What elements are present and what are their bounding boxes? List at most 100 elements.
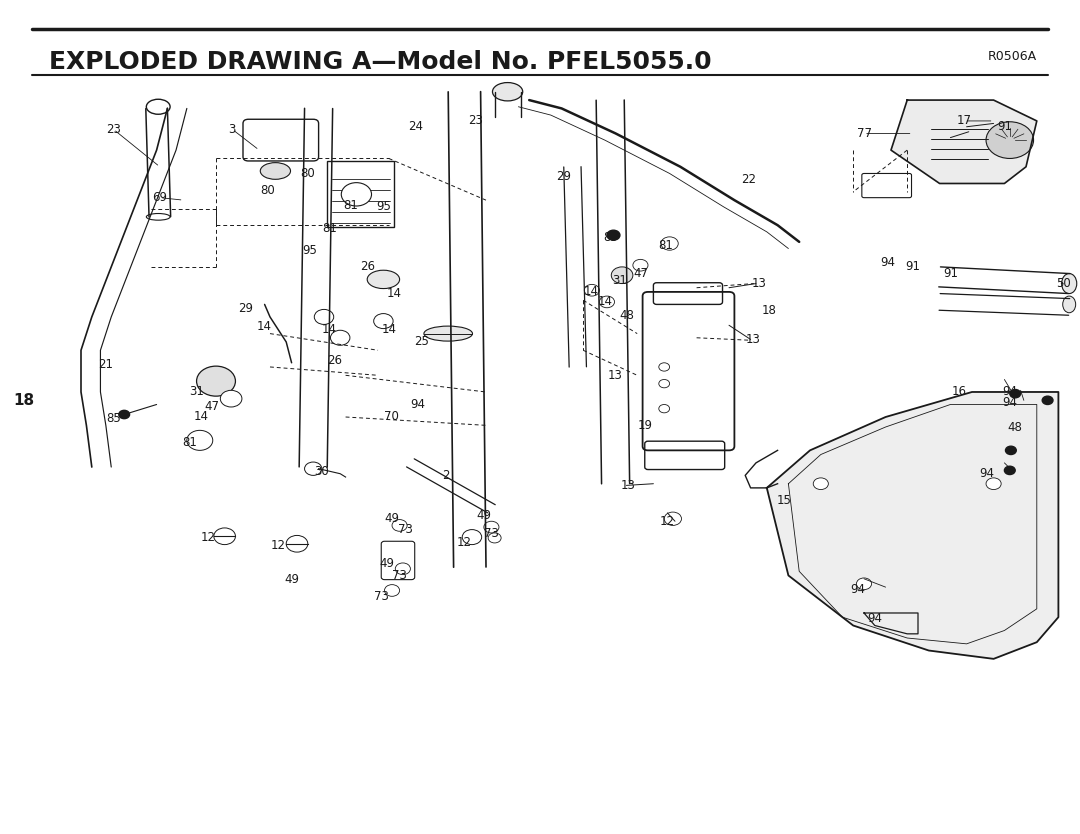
Text: 12: 12 — [271, 539, 286, 552]
Text: EXPLODED DRAWING A—Model No. PFEL5055.0: EXPLODED DRAWING A—Model No. PFEL5055.0 — [49, 50, 712, 74]
Text: 31: 31 — [612, 274, 627, 287]
Text: 49: 49 — [379, 557, 394, 570]
Circle shape — [314, 309, 334, 324]
Circle shape — [1010, 389, 1021, 398]
Circle shape — [813, 478, 828, 490]
Circle shape — [584, 284, 599, 296]
Text: 14: 14 — [597, 295, 612, 309]
Circle shape — [986, 122, 1034, 158]
Circle shape — [659, 379, 670, 388]
Text: 29: 29 — [556, 170, 571, 183]
Text: 73: 73 — [397, 523, 413, 536]
Text: 13: 13 — [752, 277, 767, 290]
Circle shape — [633, 259, 648, 271]
Circle shape — [611, 267, 633, 284]
Text: 94: 94 — [1002, 396, 1017, 409]
Circle shape — [664, 512, 681, 525]
Text: R0506A: R0506A — [988, 50, 1037, 63]
Circle shape — [286, 535, 308, 552]
Text: 26: 26 — [360, 260, 375, 274]
Text: 85: 85 — [603, 231, 618, 244]
Text: 73: 73 — [484, 527, 499, 540]
Text: 73: 73 — [374, 590, 389, 603]
Text: 94: 94 — [867, 612, 882, 626]
Text: 48: 48 — [1008, 421, 1023, 435]
Circle shape — [187, 430, 213, 450]
Text: 81: 81 — [343, 198, 359, 212]
Text: 91: 91 — [905, 260, 920, 274]
Text: 14: 14 — [387, 287, 402, 300]
Text: 31: 31 — [189, 385, 204, 399]
Text: 80: 80 — [300, 167, 315, 180]
Text: 47: 47 — [204, 399, 219, 413]
Polygon shape — [767, 392, 1058, 659]
Text: 12: 12 — [660, 515, 675, 528]
Circle shape — [607, 230, 620, 240]
Text: 14: 14 — [583, 284, 598, 298]
Text: 14: 14 — [257, 320, 272, 334]
Circle shape — [484, 521, 499, 533]
Text: 94: 94 — [880, 256, 895, 269]
Text: 91: 91 — [997, 120, 1012, 133]
Text: 81: 81 — [322, 222, 337, 235]
Text: 94: 94 — [410, 398, 426, 411]
Circle shape — [856, 578, 872, 590]
Circle shape — [220, 390, 242, 407]
Text: 95: 95 — [302, 244, 318, 257]
Ellipse shape — [423, 326, 473, 341]
Text: 94: 94 — [850, 583, 865, 596]
Circle shape — [1005, 446, 1016, 455]
Circle shape — [1004, 466, 1015, 475]
Text: 49: 49 — [284, 573, 299, 586]
Text: 14: 14 — [322, 323, 337, 336]
Text: 14: 14 — [193, 410, 208, 424]
Circle shape — [341, 183, 372, 206]
Text: 80: 80 — [260, 184, 275, 198]
Text: 13: 13 — [608, 369, 623, 382]
Circle shape — [374, 314, 393, 329]
Ellipse shape — [492, 83, 523, 101]
Text: 14: 14 — [381, 323, 396, 336]
Circle shape — [384, 585, 400, 596]
Circle shape — [119, 410, 130, 419]
Circle shape — [392, 520, 407, 531]
Text: 29: 29 — [238, 302, 253, 315]
Text: 81: 81 — [658, 239, 673, 252]
Text: 94: 94 — [980, 467, 995, 480]
Text: 26: 26 — [327, 354, 342, 367]
Text: 77: 77 — [856, 127, 872, 140]
Circle shape — [214, 528, 235, 545]
Circle shape — [395, 563, 410, 575]
Text: 85: 85 — [106, 412, 121, 425]
Text: 23: 23 — [468, 114, 483, 128]
Text: 19: 19 — [637, 419, 652, 432]
Text: 13: 13 — [745, 333, 760, 346]
Text: 73: 73 — [392, 569, 407, 582]
Circle shape — [488, 533, 501, 543]
Text: 69: 69 — [152, 191, 167, 204]
Circle shape — [986, 478, 1001, 490]
Text: 23: 23 — [106, 123, 121, 136]
Circle shape — [197, 366, 235, 396]
Text: 12: 12 — [457, 535, 472, 549]
Text: 49: 49 — [384, 512, 400, 525]
Text: 25: 25 — [414, 335, 429, 349]
Circle shape — [661, 237, 678, 250]
Ellipse shape — [367, 270, 400, 289]
Text: 18: 18 — [13, 393, 35, 408]
Text: 16: 16 — [951, 385, 967, 399]
Text: 48: 48 — [619, 309, 634, 322]
Text: 18: 18 — [761, 304, 777, 317]
Text: 24: 24 — [408, 120, 423, 133]
Text: 21: 21 — [98, 358, 113, 371]
Polygon shape — [891, 100, 1037, 183]
Ellipse shape — [260, 163, 291, 179]
Text: 47: 47 — [633, 267, 648, 280]
Text: 70: 70 — [383, 410, 399, 424]
Circle shape — [659, 363, 670, 371]
Circle shape — [659, 404, 670, 413]
Text: 13: 13 — [621, 479, 636, 492]
Circle shape — [305, 462, 322, 475]
Text: 30: 30 — [314, 465, 329, 478]
Circle shape — [330, 330, 350, 345]
